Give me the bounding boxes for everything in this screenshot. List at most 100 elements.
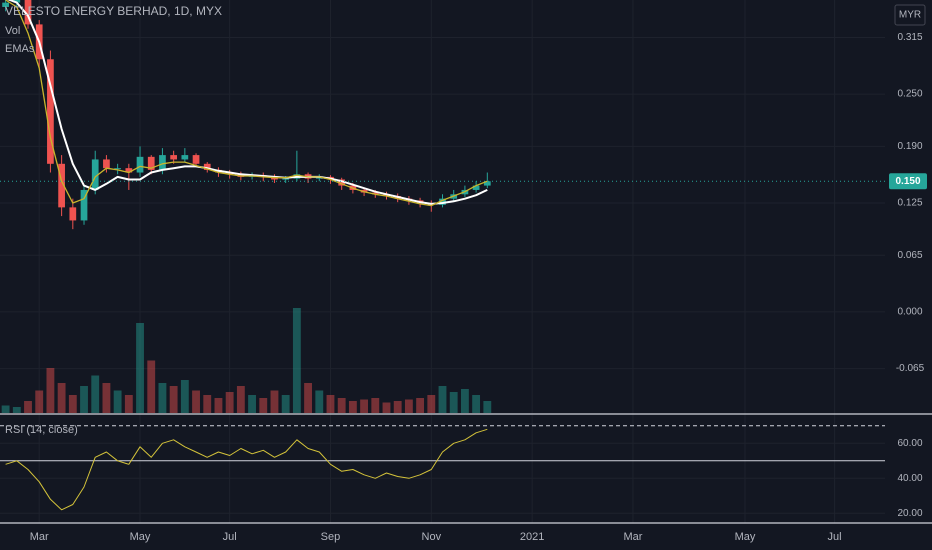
candle-body [24, 0, 32, 25]
candle-body [80, 189, 88, 221]
y-tick-label: 0.000 [897, 307, 922, 318]
candle-body [282, 178, 290, 180]
volume-bar [427, 395, 436, 413]
rsi-tick-label: 60.00 [897, 438, 922, 449]
candle-body [170, 155, 177, 160]
volume-bar [214, 398, 223, 413]
rsi-tick-label: 20.00 [897, 508, 922, 519]
volume-bar [124, 395, 133, 413]
rsi-tick-label: 40.00 [897, 473, 922, 484]
volume-bar [472, 395, 481, 413]
volume-bar [158, 383, 167, 413]
x-tick-label: May [735, 531, 756, 543]
price-pane [0, 0, 885, 413]
candle-body [103, 159, 110, 169]
rsi-pane [0, 425, 885, 511]
volume-bar [281, 395, 290, 413]
x-tick-label: Nov [422, 531, 442, 543]
x-tick-label: Jul [828, 531, 842, 543]
volume-bar [46, 368, 55, 413]
candle-body [192, 155, 200, 164]
volume-bar [248, 395, 256, 413]
y-tick-label: 0.125 [897, 198, 922, 209]
y-tick-label: 0.190 [897, 141, 922, 152]
volume-bar [382, 402, 391, 413]
volume-bar [203, 395, 212, 413]
volume-bar [192, 390, 200, 413]
volume-bar [169, 386, 178, 413]
volume-bar [483, 401, 492, 413]
x-tick-label: Sep [321, 531, 341, 543]
volume-bar [449, 392, 458, 413]
y-tick-label: 0.065 [897, 250, 922, 261]
volume-bar [57, 383, 66, 413]
candle-body [181, 155, 189, 160]
volume-bar [326, 395, 335, 413]
volume-bar [438, 386, 447, 413]
candle-body [91, 159, 99, 190]
volume-bar [270, 390, 279, 413]
candle-body [47, 59, 54, 164]
volume-bar [113, 390, 122, 413]
volume-bar [236, 386, 245, 413]
candle-body [69, 207, 77, 221]
volume-bar [24, 401, 32, 413]
candle-body [13, 0, 21, 3]
candle-body [2, 2, 9, 7]
volume-bar [91, 375, 100, 413]
candle-body [58, 163, 65, 208]
volume-bar [259, 398, 268, 413]
x-tick-label: Mar [623, 531, 642, 543]
volume-bar [12, 407, 21, 413]
grid [0, 0, 885, 523]
x-tick-label: Jul [223, 531, 237, 543]
candle-body [125, 168, 133, 173]
currency-box[interactable] [894, 4, 926, 26]
x-tick-label: Mar [30, 531, 49, 543]
volume-bar [80, 386, 88, 413]
volume-bar [1, 405, 10, 413]
volume-bar [68, 395, 77, 413]
last-price-box [889, 173, 927, 190]
candle-body [203, 163, 211, 170]
candle-body [371, 192, 379, 195]
candle-body [338, 179, 346, 186]
candle-body [159, 155, 166, 170]
volume-bar [180, 380, 189, 413]
y-tick-label: 0.315 [897, 32, 922, 43]
volume-bar [371, 398, 380, 413]
volume-bar [102, 383, 111, 413]
ema-label: EMAs [5, 43, 35, 55]
volume-bar [360, 399, 369, 413]
y-tick-label: -0.065 [896, 363, 925, 374]
volume-bar [304, 383, 312, 413]
x-tick-label: 2021 [520, 531, 544, 543]
volume-bar [404, 399, 413, 413]
volume-bar [147, 360, 156, 413]
candle-body [136, 156, 144, 173]
candle-body [472, 185, 480, 190]
volume-bar [292, 308, 301, 413]
volume-bar [348, 401, 357, 413]
candle-body [439, 198, 446, 205]
candle-body [114, 168, 121, 170]
volume-bar [136, 323, 144, 413]
currency[interactable]: MYR [899, 10, 921, 21]
volume-bar [225, 392, 234, 413]
last-price-label: 0.150 [895, 176, 920, 187]
rsi-line [5, 428, 488, 511]
ema-line [7, 0, 488, 205]
volume-bar [393, 401, 402, 413]
x-tick-label: May [130, 531, 151, 543]
volume-bar [416, 398, 425, 413]
chart-title: VELESTO ENERGY BERHAD, 1D, MYX [5, 4, 222, 18]
volume-bar [337, 398, 346, 413]
candle-body [483, 181, 491, 186]
ema-line [5, 0, 488, 207]
y-tick-label: 0.250 [897, 89, 922, 100]
axes: Mar May Jul Sep Nov 2021 Mar May Jul 0.315 0.250 0.… [30, 32, 927, 543]
candle-body [147, 156, 155, 170]
